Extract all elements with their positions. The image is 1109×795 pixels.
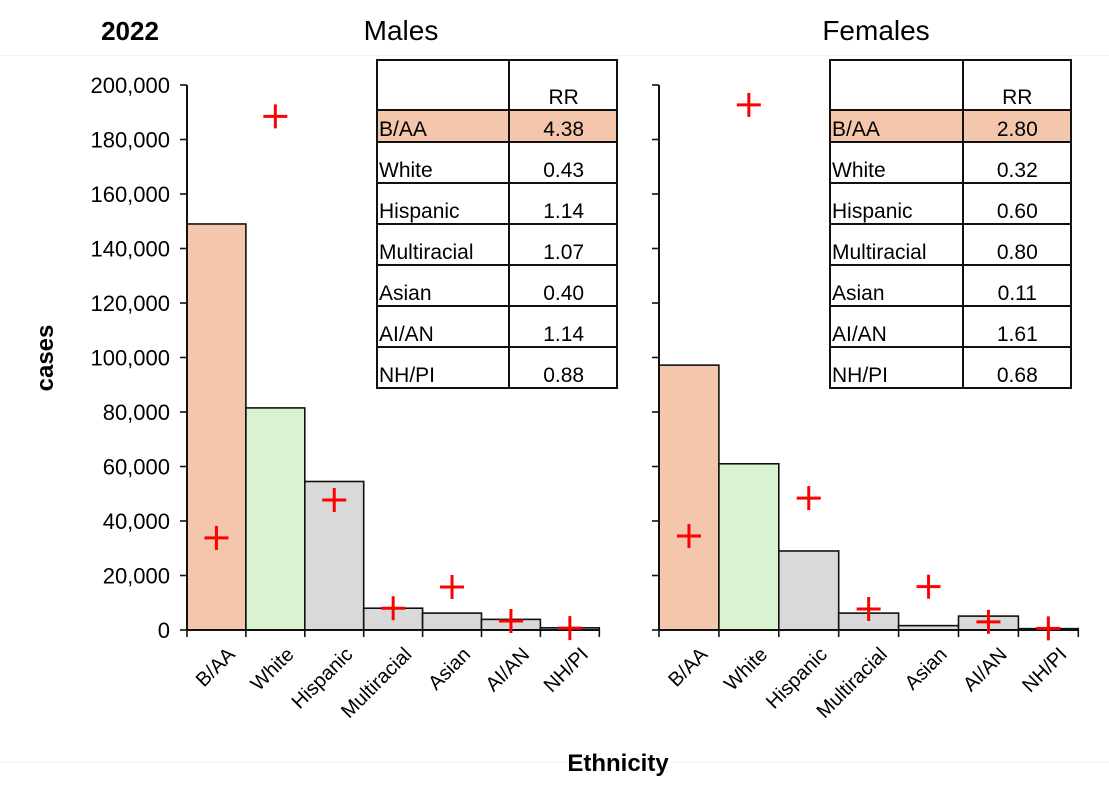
bar-females-baa bbox=[658, 364, 720, 631]
table-row: NH/PI 0.88 bbox=[375, 346, 618, 389]
expected-marker-nhpi bbox=[557, 616, 582, 641]
table-cell-rr: 0.68 bbox=[961, 346, 1073, 389]
table-row: White 0.32 bbox=[829, 141, 1073, 184]
table-row: Hispanic 1.14 bbox=[375, 182, 618, 225]
y-tick-label: 180,000 bbox=[90, 128, 170, 153]
expected-marker-white bbox=[263, 104, 288, 129]
table-row: Asian 0.11 bbox=[829, 264, 1073, 307]
table-cell-ethnicity: Hispanic bbox=[375, 182, 511, 225]
expected-marker-hispanic bbox=[796, 486, 821, 511]
table-header-blank bbox=[829, 59, 964, 111]
table-row: Asian 0.40 bbox=[375, 264, 618, 307]
y-tick-label: 80,000 bbox=[103, 400, 170, 425]
table-cell-ethnicity: White bbox=[829, 141, 964, 184]
table-cell-rr: 0.80 bbox=[961, 223, 1073, 266]
males-rr-table: RR B/AA 4.38 White 0.43 Hispanic 1.14 Multiraci… bbox=[375, 59, 618, 389]
expected-marker-baa bbox=[676, 523, 701, 548]
x-tick-label: AI/AN bbox=[959, 644, 1012, 697]
table-cell-rr: 0.88 bbox=[508, 346, 618, 389]
x-tick-label: NH/PI bbox=[1018, 644, 1071, 697]
table-cell-ethnicity: Asian bbox=[375, 264, 511, 307]
expected-marker-aian bbox=[976, 609, 1001, 634]
females-rr-table: RR B/AA 2.80 White 0.32 Hispanic 0.60 Multiraci… bbox=[829, 59, 1073, 389]
table-header-blank bbox=[375, 59, 511, 111]
table-cell-rr: 1.07 bbox=[508, 223, 618, 266]
expected-marker-white bbox=[736, 92, 761, 117]
expected-marker-asian bbox=[916, 574, 941, 599]
table-row: Hispanic 0.60 bbox=[829, 182, 1073, 225]
frame-bottom-line bbox=[0, 762, 1109, 763]
y-axis-label: cases bbox=[32, 325, 59, 392]
expected-marker-baa bbox=[204, 525, 229, 550]
x-tick-label: B/AA bbox=[192, 643, 240, 691]
expected-marker-multiracial bbox=[381, 596, 406, 621]
x-tick-label: AI/AN bbox=[482, 644, 535, 697]
table-cell-rr: 1.61 bbox=[961, 305, 1073, 348]
x-axis-label: Ethnicity bbox=[567, 750, 669, 777]
y-tick-label: 120,000 bbox=[90, 291, 170, 316]
table-row: Multiracial 0.80 bbox=[829, 223, 1073, 266]
table-cell-ethnicity: AI/AN bbox=[375, 305, 511, 348]
table-cell-rr: 1.14 bbox=[508, 182, 618, 225]
table-row: AI/AN 1.14 bbox=[375, 305, 618, 348]
y-tick-label: 60,000 bbox=[103, 455, 170, 480]
y-tick-label: 20,000 bbox=[103, 564, 170, 589]
table-cell-rr: 4.38 bbox=[508, 109, 618, 143]
table-cell-ethnicity: B/AA bbox=[829, 109, 964, 143]
y-tick-label: 200,000 bbox=[90, 73, 170, 98]
bar-males-white bbox=[245, 407, 306, 631]
females-title: Females bbox=[822, 15, 929, 46]
x-tick-label: White bbox=[720, 644, 772, 696]
table-cell-ethnicity: Asian bbox=[829, 264, 964, 307]
table-cell-ethnicity: Hispanic bbox=[829, 182, 964, 225]
table-row: B/AA 4.38 bbox=[375, 109, 618, 143]
table-row: White 0.43 bbox=[375, 141, 618, 184]
table-cell-rr: 0.40 bbox=[508, 264, 618, 307]
table-cell-ethnicity: NH/PI bbox=[375, 346, 511, 389]
year-label: 2022 bbox=[101, 16, 159, 46]
x-tick-label: NH/PI bbox=[540, 644, 593, 697]
expected-marker-asian bbox=[440, 574, 465, 599]
bar-males-baa bbox=[186, 223, 247, 631]
y-tick-label: 140,000 bbox=[90, 237, 170, 262]
table-cell-ethnicity: B/AA bbox=[375, 109, 511, 143]
table-header-row: RR bbox=[375, 59, 618, 111]
bar-females-hispanic bbox=[777, 550, 840, 631]
table-cell-ethnicity: NH/PI bbox=[829, 346, 964, 389]
table-row: B/AA 2.80 bbox=[829, 109, 1073, 143]
table-cell-ethnicity: White bbox=[375, 141, 511, 184]
table-cell-rr: 0.11 bbox=[961, 264, 1073, 307]
x-tick-label: Asian bbox=[424, 644, 475, 695]
y-tick-label: 0 bbox=[158, 618, 170, 643]
y-tick-label: 160,000 bbox=[90, 182, 170, 207]
expected-marker-multiracial bbox=[856, 597, 881, 622]
table-header-row: RR bbox=[829, 59, 1073, 111]
table-header-rr: RR bbox=[508, 59, 618, 111]
table-cell-ethnicity: AI/AN bbox=[829, 305, 964, 348]
frame-top-line bbox=[0, 55, 1109, 56]
table-cell-rr: 0.32 bbox=[961, 141, 1073, 184]
x-tick-label: Asian bbox=[901, 644, 952, 695]
table-cell-ethnicity: Multiracial bbox=[829, 223, 964, 266]
expected-marker-hispanic bbox=[322, 488, 347, 513]
y-tick-label: 100,000 bbox=[90, 346, 170, 371]
table-row: AI/AN 1.61 bbox=[829, 305, 1073, 348]
x-tick-label: B/AA bbox=[664, 643, 712, 691]
bar-males-asian bbox=[421, 612, 483, 631]
bar-females-white bbox=[718, 462, 780, 631]
males-title: Males bbox=[364, 15, 439, 46]
x-tick-label: White bbox=[247, 644, 299, 696]
y-tick-label: 40,000 bbox=[103, 509, 170, 534]
table-cell-rr: 1.14 bbox=[508, 305, 618, 348]
table-header-rr: RR bbox=[961, 59, 1073, 111]
expected-marker-aian bbox=[498, 609, 523, 634]
table-cell-rr: 2.80 bbox=[961, 109, 1073, 143]
table-cell-rr: 0.43 bbox=[508, 141, 618, 184]
table-cell-ethnicity: Multiracial bbox=[375, 223, 511, 266]
table-row: Multiracial 1.07 bbox=[375, 223, 618, 266]
expected-marker-nhpi bbox=[1036, 616, 1061, 641]
table-row: NH/PI 0.68 bbox=[829, 346, 1073, 389]
table-cell-rr: 0.60 bbox=[961, 182, 1073, 225]
